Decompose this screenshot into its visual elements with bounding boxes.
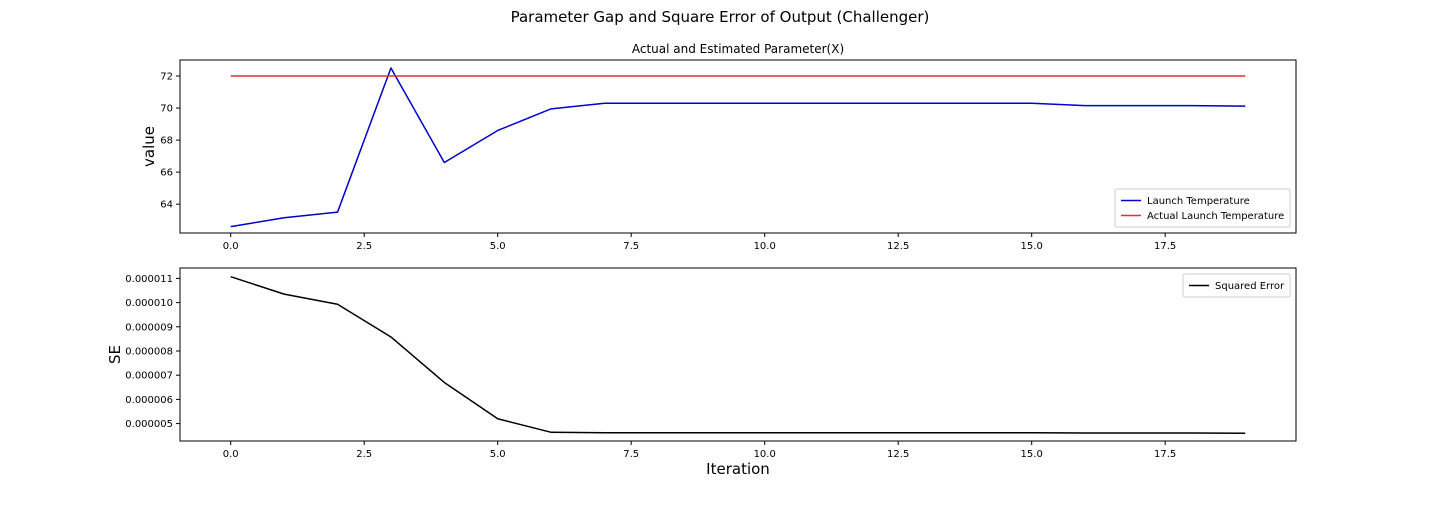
- y-tick-label: 0.000005: [125, 419, 173, 430]
- x-tick-label: 12.5: [887, 449, 909, 460]
- x-tick-label: 10.0: [754, 449, 776, 460]
- axes-1: Actual and Estimated Parameter(X) 0.0 2.5 5…: [140, 42, 1297, 252]
- x-tick-label: 0.0: [223, 449, 239, 460]
- x-tick-label: 17.5: [1154, 241, 1176, 252]
- x-tick-label: 5.0: [490, 449, 506, 460]
- legend: Launch Temperature Actual Launch Temperat…: [1114, 188, 1291, 228]
- legend-label: Actual Launch Temperature: [1147, 211, 1284, 222]
- legend-box: [1114, 188, 1291, 228]
- y-tick-label: 64: [160, 200, 173, 211]
- figure-title: Parameter Gap and Square Error of Output…: [511, 8, 930, 26]
- axes-title: Actual and Estimated Parameter(X): [632, 42, 844, 56]
- x-axis-label: Iteration: [706, 460, 770, 478]
- series-line-launch-temperature: [230, 67, 1246, 228]
- plot-frame: [179, 267, 1297, 442]
- y-tick-label: 0.000007: [125, 371, 173, 382]
- y-tick-label: 0.000006: [125, 395, 173, 406]
- x-tick-label: 12.5: [887, 241, 909, 252]
- y-tick-label: 66: [160, 168, 173, 179]
- x-tick-label: 5.0: [490, 241, 506, 252]
- y-tick-label: 0.000011: [125, 274, 173, 285]
- legend-label: Squared Error: [1215, 281, 1285, 292]
- legend: Squared Error: [1182, 273, 1291, 298]
- y-tick-label: 68: [160, 136, 173, 147]
- plot-frame: [179, 59, 1297, 234]
- y-tick-label: 0.000010: [125, 298, 173, 309]
- axes-layer: Actual and Estimated Parameter(X) 0.0 2.5 5…: [106, 42, 1297, 478]
- x-tick-label: 10.0: [754, 241, 776, 252]
- legend-box: [1182, 273, 1291, 298]
- x-tick-label: 7.5: [623, 241, 639, 252]
- series-line-squared-error: [230, 275, 1246, 435]
- y-axis-label: SE: [106, 345, 124, 364]
- x-tick-label: 0.0: [223, 241, 239, 252]
- y-tick-label: 0.000008: [125, 346, 173, 357]
- y-axis-label: value: [140, 126, 158, 167]
- y-tick-label: 0.000009: [125, 322, 173, 333]
- x-tick-label: 17.5: [1154, 449, 1176, 460]
- x-tick-label: 7.5: [623, 449, 639, 460]
- x-tick-label: 15.0: [1021, 241, 1043, 252]
- x-tick-label: 2.5: [356, 449, 372, 460]
- y-tick-label: 72: [160, 72, 173, 83]
- y-tick-label: 70: [160, 104, 173, 115]
- legend-label: Launch Temperature: [1147, 196, 1250, 207]
- x-tick-label: 15.0: [1021, 449, 1043, 460]
- axes-2: 0.0 2.5 5.0 7.5 10.0 12.5 15.0 17.5 0.000005 0.00…: [106, 267, 1297, 478]
- x-tick-label: 2.5: [356, 241, 372, 252]
